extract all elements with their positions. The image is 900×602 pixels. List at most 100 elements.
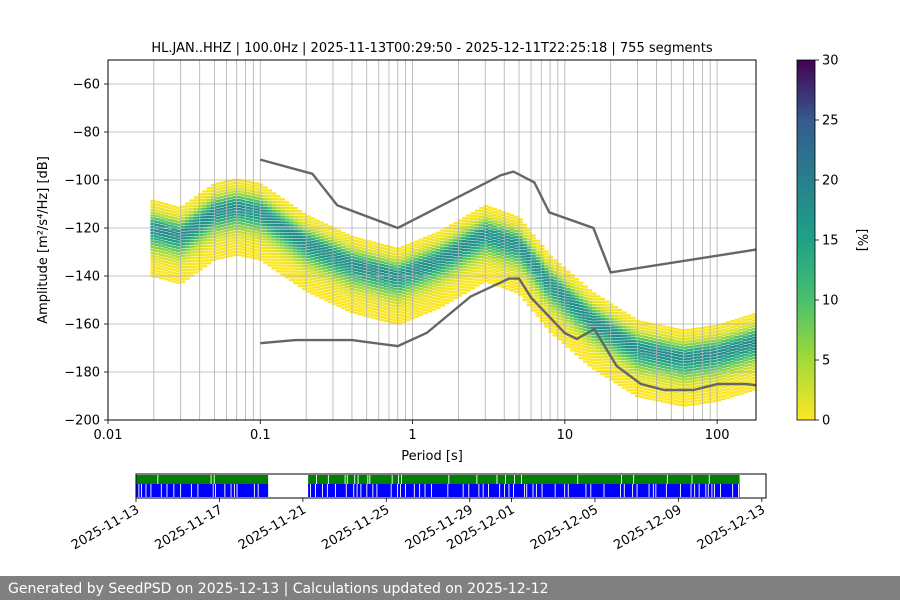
heatmap-cell: [479, 238, 484, 242]
heatmap-cell: [301, 273, 307, 276]
heatmap-cell: [254, 219, 259, 223]
heatmap-cell: [379, 275, 385, 278]
heatmap-cell: [414, 269, 420, 272]
heatmap-cell: [362, 270, 368, 274]
heatmap-cell: [574, 303, 580, 307]
heatmap-cell: [245, 203, 251, 207]
heatmap-cell: [660, 325, 666, 328]
heatmap-cell: [483, 213, 489, 216]
heatmap-cell: [176, 281, 182, 284]
heatmap-cell: [366, 292, 372, 295]
heatmap-cell: [314, 236, 320, 240]
heatmap-cell: [297, 276, 303, 279]
heatmap-cell: [479, 241, 484, 244]
heatmap-cell: [695, 330, 701, 333]
heatmap-cell: [721, 365, 727, 369]
heatmap-cell: [444, 301, 450, 305]
heatmap-cell: [747, 323, 753, 326]
heatmap-cell: [751, 385, 757, 388]
heatmap-cell: [236, 247, 242, 251]
heatmap-cell: [747, 363, 753, 367]
heatmap-cell: [444, 298, 450, 302]
heatmap-cell: [293, 255, 298, 259]
data-gap: [707, 484, 709, 497]
heatmap-cell: [185, 239, 190, 243]
heatmap-cell: [288, 253, 294, 256]
heatmap-cell: [427, 263, 432, 267]
heatmap-cell: [232, 250, 238, 254]
heatmap-cell: [725, 373, 731, 376]
heatmap-cell: [587, 361, 593, 364]
heatmap-cell: [686, 397, 692, 401]
heatmap-cell: [669, 367, 675, 370]
y-tick-label: −60: [73, 78, 100, 93]
heatmap-cell: [167, 218, 173, 222]
heatmap-cell: [457, 271, 463, 274]
heatmap-cell: [180, 237, 186, 240]
heatmap-cell: [604, 375, 610, 378]
heatmap-cell: [665, 334, 670, 338]
heatmap-cell: [193, 262, 199, 265]
heatmap-cell: [440, 269, 445, 273]
heatmap-cell: [388, 318, 394, 321]
heatmap-cell: [267, 203, 272, 207]
heatmap-cell: [639, 369, 644, 373]
heatmap-cell: [440, 263, 445, 267]
heatmap-cell: [660, 328, 666, 331]
heatmap-cell: [189, 265, 195, 269]
heatmap-cell: [159, 268, 164, 271]
heatmap-cell: [293, 221, 298, 224]
heatmap-cell: [236, 210, 242, 213]
heatmap-cell: [578, 322, 584, 325]
heatmap-cell: [669, 376, 675, 379]
heatmap-cell: [366, 240, 372, 243]
heatmap-cell: [202, 242, 208, 245]
heatmap-cell: [470, 229, 476, 232]
heatmap-cell: [725, 332, 731, 336]
heatmap-cell: [673, 391, 679, 394]
heatmap-cell: [275, 258, 281, 261]
heatmap-cell: [747, 378, 753, 381]
heatmap-cell: [444, 244, 450, 247]
heatmap-cell: [734, 324, 740, 327]
heatmap-cell: [262, 192, 268, 195]
heatmap-cell: [267, 221, 272, 224]
heatmap-cell: [180, 208, 186, 211]
heatmap-cell: [582, 308, 588, 311]
heatmap-cell: [405, 275, 411, 278]
heatmap-cell: [608, 340, 614, 344]
heatmap-cell: [435, 306, 441, 309]
heatmap-cell: [310, 277, 316, 281]
heatmap-cell: [595, 344, 601, 347]
heatmap-cell: [492, 236, 497, 240]
heatmap-cell: [630, 348, 636, 351]
heatmap-cell: [336, 304, 342, 307]
heatmap-cell: [747, 320, 753, 323]
heatmap-cell: [392, 304, 398, 308]
heatmap-cell: [267, 195, 272, 198]
heatmap-cell: [271, 209, 277, 212]
x-tick-label: 1: [408, 428, 416, 443]
heatmap-cell: [544, 319, 549, 322]
heatmap-cell: [163, 205, 169, 209]
heatmap-cell: [172, 248, 177, 251]
heatmap-cell: [189, 225, 195, 228]
heatmap-cell: [522, 252, 528, 255]
heatmap-cell: [232, 181, 238, 185]
heatmap-cell: [314, 230, 320, 234]
heatmap-cell: [600, 329, 606, 332]
heatmap-cell: [487, 220, 493, 224]
heatmap-cell: [159, 236, 164, 239]
heatmap-cell: [565, 310, 571, 314]
heatmap-cell: [539, 268, 545, 271]
heatmap-cell: [319, 264, 324, 268]
heatmap-cell: [500, 251, 506, 254]
data-gap: [468, 484, 470, 497]
heatmap-cell: [600, 303, 606, 307]
heatmap-cell: [271, 218, 277, 221]
heatmap-cell: [280, 221, 285, 224]
heatmap-cell: [262, 252, 268, 256]
heatmap-cell: [470, 234, 476, 238]
x-axis-label: Period [s]: [401, 449, 463, 464]
heatmap-cell: [535, 291, 541, 294]
